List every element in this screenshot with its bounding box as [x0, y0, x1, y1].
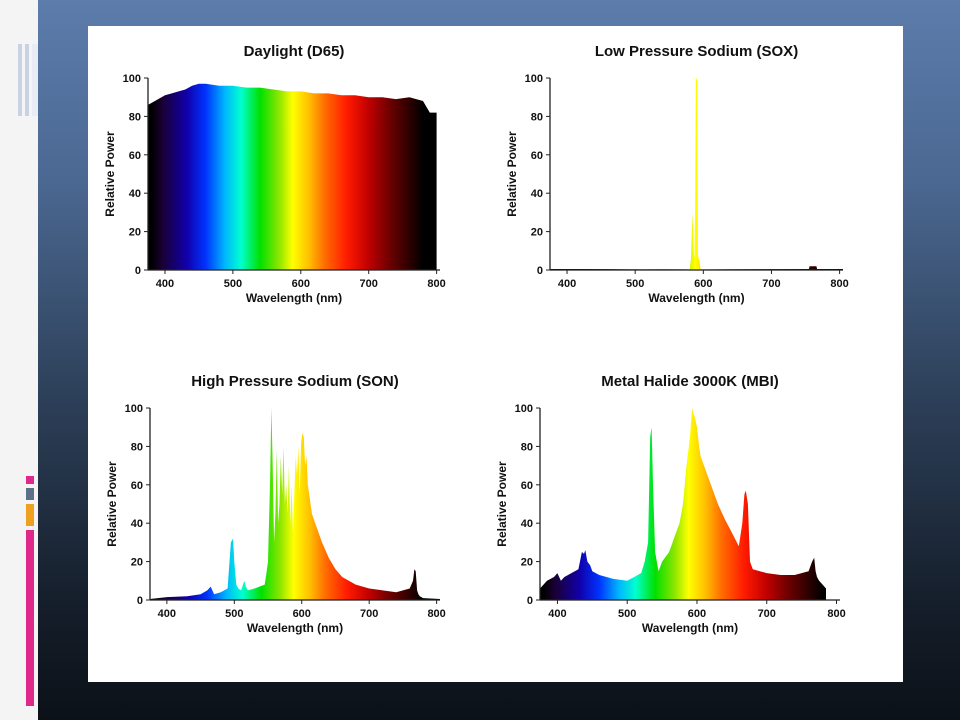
y-tick-label: 100: [123, 73, 141, 85]
y-tick-label: 0: [527, 595, 533, 607]
x-axis-label: Wavelength (nm): [648, 291, 744, 305]
chart-title: Low Pressure Sodium (SOX): [595, 43, 798, 60]
y-tick-label: 20: [129, 227, 141, 239]
y-tick-label: 40: [131, 518, 143, 530]
x-tick-label: 400: [156, 278, 174, 290]
y-tick-label: 60: [131, 480, 143, 492]
accent-bar-orange: [26, 504, 34, 526]
y-tick-label: 20: [131, 557, 143, 569]
y-axis-label: Relative Power: [505, 131, 519, 217]
y-tick-label: 40: [521, 518, 533, 530]
y-tick-label: 100: [515, 403, 533, 415]
charts-panel: 0 20 40 60 80 100 400 500 600 700 800 Daylight (D65…: [88, 26, 903, 682]
chart-title: High Pressure Sodium (SON): [191, 373, 399, 390]
decorative-bars-icon: [18, 44, 40, 116]
chart-title: Daylight (D65): [244, 43, 345, 60]
x-tick-label: 500: [225, 608, 243, 620]
x-tick-label: 700: [360, 608, 378, 620]
y-tick-label: 60: [129, 150, 141, 162]
y-axis-label: Relative Power: [105, 461, 119, 547]
x-tick-label: 800: [830, 278, 848, 290]
y-tick-label: 100: [525, 73, 543, 85]
chart-2: 0 20 40 60 80 100 400 500 600 700 800 Low Pressure …: [505, 43, 849, 305]
y-tick-label: 80: [531, 111, 543, 123]
x-tick-label: 400: [558, 278, 576, 290]
x-tick-label: 700: [758, 608, 776, 620]
x-tick-label: 400: [548, 608, 566, 620]
x-tick-label: 600: [292, 278, 310, 290]
x-tick-label: 800: [427, 608, 445, 620]
y-tick-label: 0: [135, 265, 141, 277]
accent-bar-slate: [26, 488, 34, 500]
x-tick-label: 800: [427, 278, 445, 290]
chart-title: Metal Halide 3000K (MBI): [601, 373, 779, 390]
chart-3: 0 20 40 60 80 100 400 500 600 700 800 High Pressure…: [105, 373, 446, 635]
x-tick-label: 800: [827, 608, 845, 620]
y-tick-label: 60: [531, 150, 543, 162]
y-tick-label: 60: [521, 480, 533, 492]
spectrum-area: [150, 408, 440, 600]
chart-4: 0 20 40 60 80 100 400 500 600 700 800 Metal Halide …: [495, 373, 846, 635]
x-tick-label: 500: [626, 278, 644, 290]
x-tick-label: 400: [158, 608, 176, 620]
x-tick-label: 600: [688, 608, 706, 620]
x-axis-label: Wavelength (nm): [642, 621, 738, 635]
y-tick-label: 80: [129, 111, 141, 123]
x-tick-label: 600: [293, 608, 311, 620]
spectrum-area: [540, 408, 826, 600]
y-tick-label: 20: [521, 557, 533, 569]
y-tick-label: 80: [131, 441, 143, 453]
spectrum-area: [148, 83, 437, 270]
x-tick-label: 600: [694, 278, 712, 290]
y-tick-label: 0: [537, 265, 543, 277]
x-tick-label: 700: [360, 278, 378, 290]
x-axis-label: Wavelength (nm): [247, 621, 343, 635]
y-tick-label: 40: [531, 188, 543, 200]
x-tick-label: 500: [618, 608, 636, 620]
y-tick-label: 40: [129, 188, 141, 200]
x-tick-label: 500: [224, 278, 242, 290]
accent-bar-magenta-top: [26, 476, 34, 484]
x-axis-label: Wavelength (nm): [246, 291, 342, 305]
y-axis-label: Relative Power: [103, 131, 117, 217]
y-tick-label: 20: [531, 227, 543, 239]
y-tick-label: 80: [521, 441, 533, 453]
accent-bar-magenta-long: [26, 530, 34, 706]
y-tick-label: 0: [137, 595, 143, 607]
spectrum-area: [550, 78, 843, 270]
x-tick-label: 700: [762, 278, 780, 290]
chart-1: 0 20 40 60 80 100 400 500 600 700 800 Daylight (D65…: [103, 43, 446, 305]
y-tick-label: 100: [125, 403, 143, 415]
y-axis-label: Relative Power: [495, 461, 509, 547]
